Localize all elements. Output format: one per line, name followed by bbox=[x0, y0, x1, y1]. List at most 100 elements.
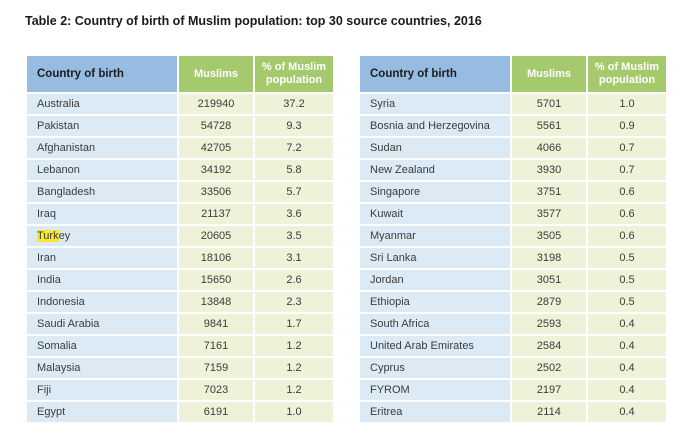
table-row: Sri Lanka 3198 0.5 bbox=[360, 248, 666, 268]
country-cell: Eritrea bbox=[360, 402, 510, 422]
muslims-cell: 15650 bbox=[179, 270, 253, 290]
percent-cell: 0.4 bbox=[588, 402, 666, 422]
tables-container: Country of birth Muslims % of Muslim pop… bbox=[25, 54, 668, 424]
table-row: Myanmar 3505 0.6 bbox=[360, 226, 666, 246]
country-cell: India bbox=[27, 270, 177, 290]
table-row: Syria 5701 1.0 bbox=[360, 94, 666, 114]
muslims-cell: 4066 bbox=[512, 138, 586, 158]
left-table: Country of birth Muslims % of Muslim pop… bbox=[25, 54, 335, 424]
muslims-cell: 7161 bbox=[179, 336, 253, 356]
country-cell: Ethiopia bbox=[360, 292, 510, 312]
header-row: Country of birth Muslims % of Muslim pop… bbox=[27, 56, 333, 92]
muslims-cell: 34192 bbox=[179, 160, 253, 180]
muslims-cell: 9841 bbox=[179, 314, 253, 334]
table-row: Bangladesh 33506 5.7 bbox=[27, 182, 333, 202]
percent-cell: 3.1 bbox=[255, 248, 333, 268]
percent-cell: 9.3 bbox=[255, 116, 333, 136]
table-row: Cyprus 2502 0.4 bbox=[360, 358, 666, 378]
muslims-cell: 5561 bbox=[512, 116, 586, 136]
search-highlight: Turk bbox=[37, 230, 59, 242]
muslims-cell: 2879 bbox=[512, 292, 586, 312]
table-row: Jordan 3051 0.5 bbox=[360, 270, 666, 290]
percent-cell: 0.6 bbox=[588, 182, 666, 202]
country-cell: Syria bbox=[360, 94, 510, 114]
percent-cell: 5.7 bbox=[255, 182, 333, 202]
muslims-cell: 2114 bbox=[512, 402, 586, 422]
country-cell: United Arab Emirates bbox=[360, 336, 510, 356]
table-row: Lebanon 34192 5.8 bbox=[27, 160, 333, 180]
percent-cell: 1.7 bbox=[255, 314, 333, 334]
country-cell: Lebanon bbox=[27, 160, 177, 180]
country-cell: Singapore bbox=[360, 182, 510, 202]
table-row: Saudi Arabia 9841 1.7 bbox=[27, 314, 333, 334]
country-cell: Cyprus bbox=[360, 358, 510, 378]
country-cell: Egypt bbox=[27, 402, 177, 422]
muslims-cell: 42705 bbox=[179, 138, 253, 158]
country-cell: Fiji bbox=[27, 380, 177, 400]
country-cell: New Zealand bbox=[360, 160, 510, 180]
percent-cell: 0.7 bbox=[588, 138, 666, 158]
percent-cell: 7.2 bbox=[255, 138, 333, 158]
table-row: Iraq 21137 3.6 bbox=[27, 204, 333, 224]
muslims-cell: 7159 bbox=[179, 358, 253, 378]
percent-cell: 2.3 bbox=[255, 292, 333, 312]
col-header-country: Country of birth bbox=[360, 56, 510, 92]
percent-cell: 1.2 bbox=[255, 380, 333, 400]
muslims-cell: 18106 bbox=[179, 248, 253, 268]
muslims-cell: 2584 bbox=[512, 336, 586, 356]
percent-cell: 0.4 bbox=[588, 380, 666, 400]
percent-cell: 37.2 bbox=[255, 94, 333, 114]
muslims-cell: 3577 bbox=[512, 204, 586, 224]
muslims-cell: 2197 bbox=[512, 380, 586, 400]
country-cell: Turkey bbox=[27, 226, 177, 246]
table-row: Australia 219940 37.2 bbox=[27, 94, 333, 114]
muslims-cell: 13848 bbox=[179, 292, 253, 312]
col-header-country: Country of birth bbox=[27, 56, 177, 92]
table-row: Iran 18106 3.1 bbox=[27, 248, 333, 268]
right-table: Country of birth Muslims % of Muslim pop… bbox=[358, 54, 668, 424]
right-table-body: Syria 5701 1.0 Bosnia and Herzegovina 5561 0.… bbox=[360, 94, 666, 422]
muslims-cell: 21137 bbox=[179, 204, 253, 224]
table-row: Indonesia 13848 2.3 bbox=[27, 292, 333, 312]
table-row: Singapore 3751 0.6 bbox=[360, 182, 666, 202]
percent-cell: 0.4 bbox=[588, 314, 666, 334]
percent-cell: 1.2 bbox=[255, 358, 333, 378]
percent-cell: 1.0 bbox=[255, 402, 333, 422]
country-cell: Jordan bbox=[360, 270, 510, 290]
table-row: Bosnia and Herzegovina 5561 0.9 bbox=[360, 116, 666, 136]
table-row: New Zealand 3930 0.7 bbox=[360, 160, 666, 180]
col-header-muslims: Muslims bbox=[512, 56, 586, 92]
country-cell: Somalia bbox=[27, 336, 177, 356]
percent-cell: 0.5 bbox=[588, 292, 666, 312]
country-cell: Sudan bbox=[360, 138, 510, 158]
table-row: South Africa 2593 0.4 bbox=[360, 314, 666, 334]
muslims-cell: 2593 bbox=[512, 314, 586, 334]
muslims-cell: 3751 bbox=[512, 182, 586, 202]
country-cell: South Africa bbox=[360, 314, 510, 334]
table-row: Egypt 6191 1.0 bbox=[27, 402, 333, 422]
country-cell: Afghanistan bbox=[27, 138, 177, 158]
table-row: FYROM 2197 0.4 bbox=[360, 380, 666, 400]
country-cell: FYROM bbox=[360, 380, 510, 400]
left-table-body: Australia 219940 37.2 Pakistan 54728 9.3 Afgha… bbox=[27, 94, 333, 422]
muslims-cell: 3930 bbox=[512, 160, 586, 180]
muslims-cell: 2502 bbox=[512, 358, 586, 378]
header-row: Country of birth Muslims % of Muslim pop… bbox=[360, 56, 666, 92]
muslims-cell: 3198 bbox=[512, 248, 586, 268]
table-row: Sudan 4066 0.7 bbox=[360, 138, 666, 158]
country-cell: Kuwait bbox=[360, 204, 510, 224]
table-row: United Arab Emirates 2584 0.4 bbox=[360, 336, 666, 356]
table-row: Afghanistan 42705 7.2 bbox=[27, 138, 333, 158]
muslims-cell: 7023 bbox=[179, 380, 253, 400]
table-row: Somalia 7161 1.2 bbox=[27, 336, 333, 356]
country-cell: Indonesia bbox=[27, 292, 177, 312]
table-row: Malaysia 7159 1.2 bbox=[27, 358, 333, 378]
muslims-cell: 6191 bbox=[179, 402, 253, 422]
country-cell: Saudi Arabia bbox=[27, 314, 177, 334]
percent-cell: 0.5 bbox=[588, 270, 666, 290]
table-row: Fiji 7023 1.2 bbox=[27, 380, 333, 400]
percent-cell: 3.5 bbox=[255, 226, 333, 246]
page-title: Table 2: Country of birth of Muslim popu… bbox=[25, 14, 482, 28]
country-cell: Australia bbox=[27, 94, 177, 114]
